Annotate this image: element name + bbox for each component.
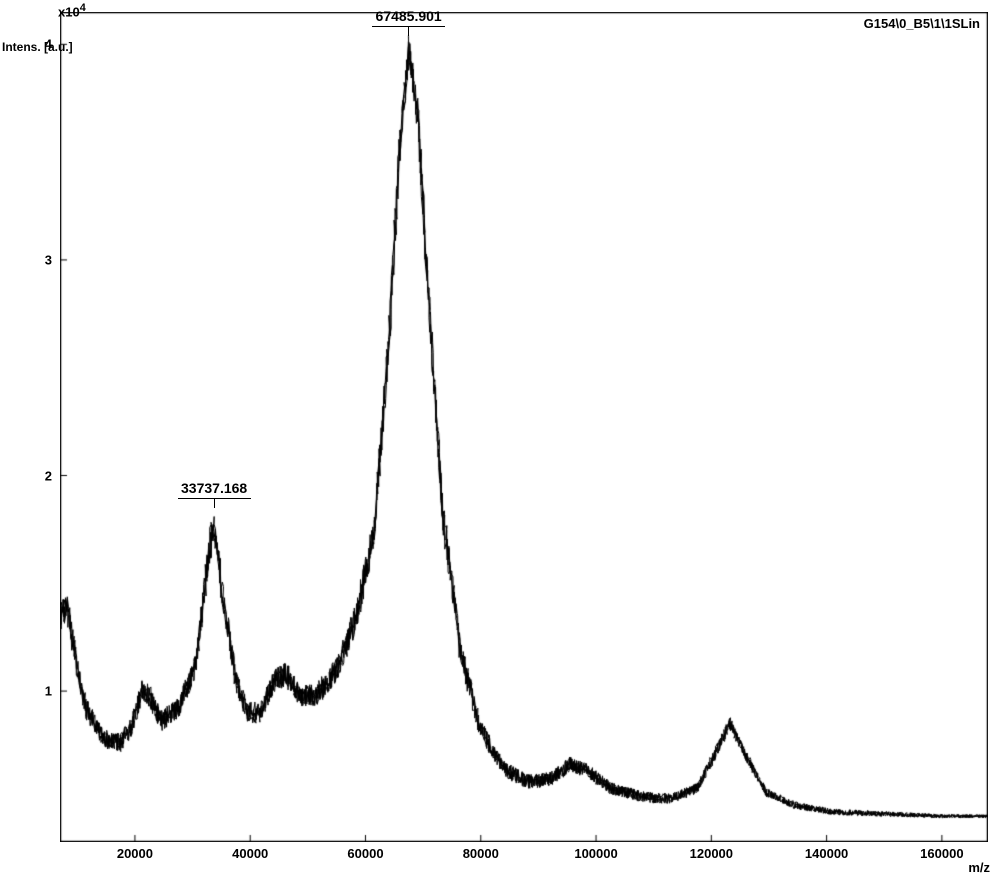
x-tick-label: 160000 bbox=[920, 846, 963, 861]
y-axis-label: Intens. [a.u.] bbox=[2, 40, 73, 54]
peak-label-tick bbox=[408, 26, 409, 36]
x-tick-label: 40000 bbox=[232, 846, 268, 861]
y-axis-multiplier: x104 bbox=[58, 2, 86, 19]
chart-container: x104 Intens. [a.u.] m/z G154\0_B5\1\1SLi… bbox=[0, 0, 1000, 884]
y-tick-label: 2 bbox=[45, 468, 52, 483]
spectrum-canvas bbox=[60, 12, 988, 842]
sample-id-label: G154\0_B5\1\1SLin bbox=[864, 16, 980, 31]
x-tick-label: 80000 bbox=[463, 846, 499, 861]
mult-base: x10 bbox=[58, 4, 80, 19]
y-tick-label: 4 bbox=[45, 37, 52, 52]
y-tick-label: 1 bbox=[45, 684, 52, 699]
x-tick-label: 20000 bbox=[117, 846, 153, 861]
peak-value-label: 67485.901 bbox=[376, 8, 442, 24]
peak-label-tick bbox=[214, 498, 215, 508]
x-tick-label: 120000 bbox=[690, 846, 733, 861]
x-axis-label: m/z bbox=[968, 860, 990, 875]
mult-exp: 4 bbox=[80, 2, 86, 14]
x-tick-label: 140000 bbox=[805, 846, 848, 861]
y-tick-label: 3 bbox=[45, 252, 52, 267]
peak-value-label: 33737.168 bbox=[181, 480, 247, 496]
x-tick-label: 100000 bbox=[574, 846, 617, 861]
x-tick-label: 60000 bbox=[347, 846, 383, 861]
